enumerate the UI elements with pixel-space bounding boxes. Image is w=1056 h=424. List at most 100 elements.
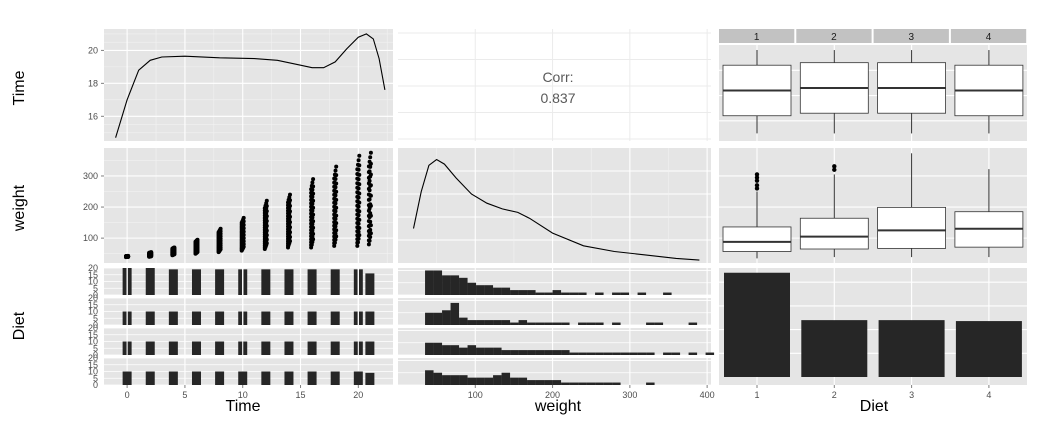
point — [264, 228, 269, 233]
weight-hist-bar-3-14 — [544, 350, 553, 355]
weightbox-outlier-1-0 — [754, 186, 760, 191]
point — [264, 219, 269, 223]
point — [368, 213, 373, 218]
point — [368, 203, 373, 208]
point — [311, 231, 316, 236]
time-hist-bar-2-7 — [284, 311, 294, 325]
weight-hist-bar-2-12 — [527, 322, 536, 325]
x-tick-diet-2: 2 — [832, 390, 837, 400]
corr-label: Corr: — [542, 69, 573, 85]
point — [357, 200, 362, 205]
point — [368, 193, 373, 198]
point — [355, 243, 360, 248]
weight-hist-bar-4-4 — [459, 375, 468, 385]
x-tick-diet-1: 1 — [754, 390, 759, 400]
weight-hist-bar-2-9 — [501, 320, 511, 325]
weight-hist-bar-1-3 — [450, 275, 460, 295]
point — [241, 222, 246, 227]
point — [356, 229, 361, 234]
point — [333, 168, 338, 173]
point — [333, 177, 338, 181]
weightbox-box-1 — [722, 226, 792, 252]
point — [149, 250, 154, 255]
y-tick-count-1-4: 20 — [88, 263, 98, 273]
weight-hist-bar-4-7 — [484, 377, 494, 385]
point — [126, 253, 131, 258]
weight-hist-bar-3-0 — [425, 342, 434, 355]
point — [241, 219, 246, 224]
weight-hist-bar-2-11 — [518, 320, 528, 325]
weight-hist-bar-3-26 — [646, 352, 655, 355]
point — [288, 192, 292, 197]
point — [195, 237, 200, 242]
weightbox-outlier-2-0 — [832, 167, 837, 172]
weightbox-outlier-1-1 — [754, 183, 760, 188]
point — [357, 233, 362, 238]
time-hist-bar-4-4 — [215, 371, 225, 385]
weight-hist-bar-2-16 — [561, 322, 570, 325]
y-tick-time-0: 16 — [88, 111, 98, 121]
point — [288, 214, 292, 219]
point — [368, 219, 373, 224]
time-hist-bar-4-5 — [238, 371, 248, 385]
facet-strip-2 — [796, 29, 872, 43]
point — [333, 201, 338, 206]
weight-hist-bar-3-18 — [578, 352, 587, 355]
weight-hist-bar-1-25 — [637, 292, 647, 295]
time-hist-bar-4-3 — [191, 371, 201, 385]
weight-hist-bar-3-7 — [484, 347, 494, 355]
weight-hist-bar-2-1 — [433, 312, 443, 325]
weight-hist-bar-4-19 — [586, 382, 596, 385]
panel-time-density — [104, 29, 393, 141]
time-hist-bar-4-1 — [145, 371, 155, 385]
point — [368, 172, 373, 177]
point — [333, 231, 338, 236]
row-label-diet: Diet — [11, 311, 28, 340]
time-hist-bar-4-9 — [330, 371, 340, 385]
point — [368, 231, 373, 236]
weight-hist-bar-3-4 — [459, 347, 468, 355]
weight-hist-bar-1-28 — [663, 292, 672, 295]
point — [334, 189, 339, 194]
weight-hist-bar-3-6 — [476, 347, 485, 355]
weight-hist-bar-3-16 — [561, 350, 570, 355]
time-hist-bar-2-11 — [365, 311, 375, 325]
y-tick-count-2-4: 20 — [88, 293, 98, 303]
weight-hist-bar-4-22 — [612, 382, 621, 385]
weight-hist-bar-2-18 — [578, 322, 587, 325]
point — [310, 208, 315, 213]
weight-hist-bar-4-17 — [569, 382, 579, 385]
point — [288, 239, 292, 244]
weight-hist-bar-2-10 — [510, 322, 519, 325]
point — [264, 204, 269, 208]
time-hist-bar-3-6 — [261, 341, 271, 355]
weight-hist-bar-4-0 — [425, 370, 434, 385]
time-hist-bar-2-3 — [191, 311, 201, 325]
weight-hist-bar-2-14 — [544, 322, 553, 325]
point — [334, 228, 339, 233]
point — [311, 225, 316, 230]
y-tick-count-4-0: 0 — [93, 380, 98, 390]
y-tick-count-2-3: 15 — [88, 300, 98, 310]
time-hist-bar-1-7 — [284, 269, 294, 295]
point — [333, 209, 338, 214]
weight-hist-bar-3-24 — [629, 352, 638, 355]
point — [311, 237, 316, 242]
point — [357, 153, 362, 158]
weightbox-outlier-1-2 — [754, 178, 760, 183]
panel-weight-density — [398, 148, 711, 263]
weight-hist-bar-4-10 — [510, 377, 519, 385]
diet-bar-4 — [955, 321, 1022, 377]
weight-hist-bar-2-5 — [467, 320, 477, 325]
point — [368, 164, 373, 169]
point — [310, 187, 315, 192]
time-hist-bar-3-8 — [307, 341, 317, 355]
point — [311, 219, 316, 224]
weight-hist-bar-1-11 — [518, 290, 528, 295]
x-tick-time-0: 0 — [125, 390, 130, 400]
point — [288, 198, 292, 203]
point — [368, 223, 373, 228]
weight-hist-bar-1-9 — [501, 287, 511, 295]
weight-hist-bar-2-13 — [535, 322, 545, 325]
point — [356, 213, 361, 218]
